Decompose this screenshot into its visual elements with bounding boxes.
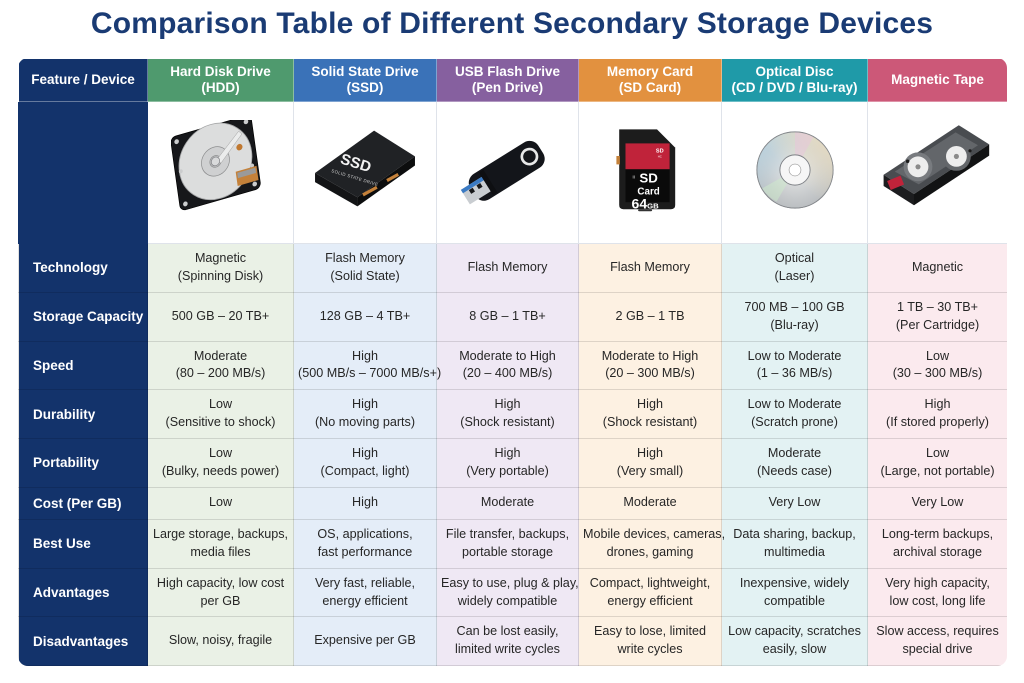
svg-text:II: II xyxy=(633,174,635,179)
svg-text:HC: HC xyxy=(658,154,662,158)
svg-text:SD: SD xyxy=(639,171,658,186)
svg-text:SD: SD xyxy=(656,149,664,155)
